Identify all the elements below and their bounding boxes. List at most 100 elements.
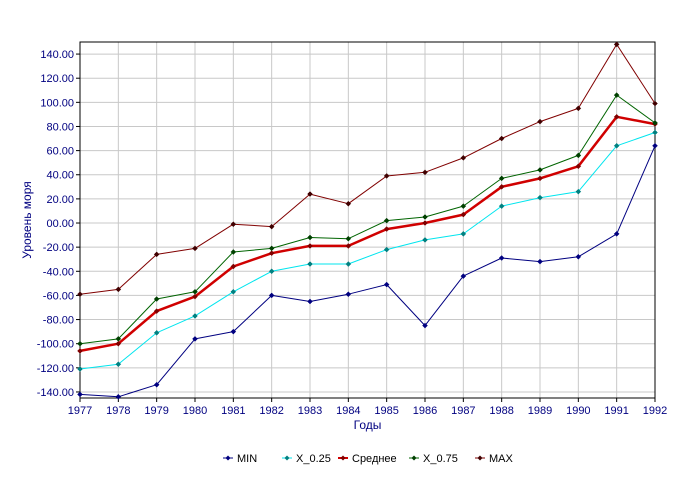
data-point [498,175,505,182]
data-point [537,167,543,173]
data-point [192,293,198,300]
data-point [307,191,313,197]
x-tick-label: 1987 [451,405,475,417]
data-point [652,120,658,126]
data-point [345,235,352,242]
data-point [460,203,467,209]
y-axis-ticks: -140.00 -120.00 -100.00 -80.00 -60.00 -40.00 -… [37,49,80,399]
data-point [307,243,313,249]
series-layer [77,41,658,400]
y-tick-label: 00.00 [46,218,74,230]
data-point [575,105,582,112]
data-point [383,226,390,232]
legend-item: Среднее [338,453,397,465]
y-tick-label: -60.00 [43,290,74,302]
plot-area [79,41,656,399]
data-point [115,286,122,293]
data-point [115,361,122,368]
data-point [77,366,83,372]
legend-item: X_0.75 [409,453,458,465]
legend-swatch-marker [225,455,231,461]
x-tick-label: 1978 [106,405,130,417]
data-point [268,245,275,252]
data-point [575,163,582,170]
legend-swatch-marker [340,455,346,461]
legend-label: MAX [489,453,514,465]
data-point [383,281,390,288]
legend-swatch-marker [284,455,290,461]
data-point [192,336,198,342]
data-point [537,118,543,125]
data-point [77,348,83,354]
x-tick-label: 1991 [604,405,628,417]
data-point [115,340,122,347]
y-tick-label: 20.00 [46,194,74,206]
data-point [115,336,122,342]
x-tick-label: 1979 [144,405,168,417]
data-point [345,261,352,267]
y-tick-label: 40.00 [46,170,74,182]
data-point [460,273,467,279]
x-tick-label: 1985 [374,405,398,417]
data-point [422,237,428,243]
series-line [79,132,656,370]
series-X_0.25 [77,129,658,372]
data-point [77,340,83,347]
y-tick-label: 100.00 [40,97,74,109]
data-point [422,322,428,329]
data-point [268,250,275,257]
x-tick-label: 1984 [336,405,360,417]
data-point [383,246,390,253]
x-axis-title: Годы [354,418,382,432]
data-point [613,142,620,149]
data-point [383,173,390,179]
data-point [575,152,582,159]
data-point [230,263,237,270]
y-tick-label: -100.00 [37,339,74,351]
data-point [230,249,237,255]
data-point [498,183,505,190]
series-line [79,145,656,398]
data-point [460,211,467,218]
y-tick-label: -140.00 [37,387,74,399]
data-point [652,142,658,149]
data-point [498,135,505,142]
data-point [383,217,390,224]
series-line [79,94,656,345]
y-axis-title: Уровень моря [20,181,34,259]
data-point [230,288,237,295]
data-point [307,234,313,241]
data-point [422,214,428,220]
data-point [307,261,313,267]
x-tick-label: 1986 [413,405,437,417]
legend-item: MAX [475,453,514,465]
y-tick-label: 60.00 [46,146,74,158]
legend-item: X_0.25 [282,453,331,465]
data-point [652,100,658,107]
x-tick-label: 1980 [183,405,207,417]
data-point [613,41,620,48]
data-point [345,200,352,207]
data-point [537,258,543,265]
data-point [153,251,160,258]
data-point [613,92,620,98]
data-point [537,175,543,182]
x-axis-ticks: 1977 1978 1979 1980 1981 1982 1983 1984 1985 1986… [68,398,667,417]
data-point [613,113,620,120]
y-tick-label: 80.00 [46,121,74,133]
series-MIN [77,142,658,400]
data-point [268,223,275,230]
x-tick-label: 1989 [528,405,552,417]
x-tick-label: 1983 [298,405,322,417]
data-point [422,169,428,176]
data-point [153,329,160,336]
x-tick-label: 1982 [259,405,283,417]
data-point [153,308,160,314]
data-point [613,231,620,237]
data-point [498,255,505,261]
data-point [115,393,122,400]
legend: MIN X_0.25 Среднее X_0.75 MAX [223,453,514,465]
data-point [268,292,275,299]
data-point [77,291,83,298]
